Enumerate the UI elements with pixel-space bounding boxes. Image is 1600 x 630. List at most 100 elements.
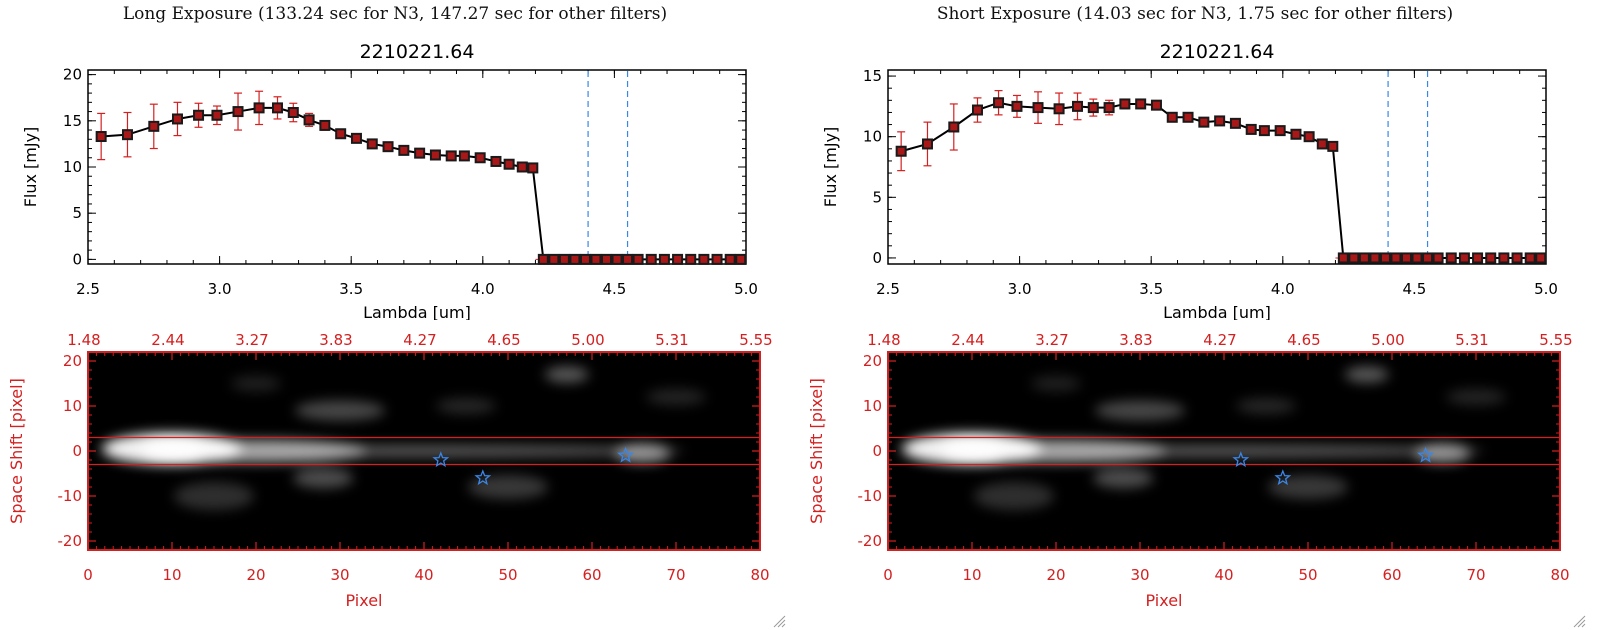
data-point xyxy=(724,253,736,265)
data-point xyxy=(1150,99,1162,111)
source-star-icon xyxy=(1274,469,1292,486)
top-tick-label: 4.65 xyxy=(1287,331,1320,349)
image-frame xyxy=(87,351,761,551)
data-point xyxy=(1198,116,1210,128)
data-point xyxy=(458,150,470,162)
top-tick-label: 3.83 xyxy=(319,331,352,349)
data-point xyxy=(1103,102,1115,114)
x-tick-label: 0 xyxy=(883,566,893,584)
data-point xyxy=(622,253,634,265)
image-background xyxy=(88,352,760,550)
y-tick-label: 10 xyxy=(63,397,82,415)
short-exposure-spectrum-chart: 2210221.64 2.5 3.0 3.5 4.0 4.5 5.0 0 5 10 15 Lambda… xyxy=(821,41,1558,320)
short-exposure-panel: Short Exposure (14.03 sec for N3, 1.75 s… xyxy=(800,0,1590,630)
y-tick-label: -20 xyxy=(858,532,883,550)
data-point xyxy=(1432,252,1444,264)
emission-blob xyxy=(102,432,242,465)
emission-blob xyxy=(1344,366,1389,383)
data-point xyxy=(698,253,710,265)
x-tick-label: 3.5 xyxy=(1139,280,1163,298)
data-point xyxy=(993,97,1005,109)
data-point xyxy=(1337,252,1349,264)
data-point xyxy=(1290,128,1302,140)
data-point xyxy=(1119,98,1131,110)
data-point xyxy=(601,253,613,265)
resize-grip-icon[interactable] xyxy=(1572,614,1586,628)
spectrum-line xyxy=(101,106,741,261)
data-point xyxy=(490,155,502,167)
data-point xyxy=(645,253,657,265)
x-tick-label: 5.0 xyxy=(734,280,758,298)
resize-grip-icon[interactable] xyxy=(772,614,786,628)
x-tick-label: 70 xyxy=(1466,566,1485,584)
y-tick-label: 5 xyxy=(72,204,82,222)
emission-blob xyxy=(974,482,1054,510)
data-point xyxy=(1053,103,1065,115)
data-point xyxy=(211,109,223,121)
data-point xyxy=(1182,111,1194,123)
emission-blob xyxy=(646,389,706,405)
x-tick-label: 2.5 xyxy=(876,280,900,298)
top-tick-label: 5.31 xyxy=(655,331,688,349)
source-core xyxy=(942,440,1002,457)
x-axis-label: Pixel xyxy=(345,591,382,610)
data-point xyxy=(1303,131,1315,143)
data-point xyxy=(414,147,426,159)
x-tick-label: 2.5 xyxy=(76,280,100,298)
top-tick-label: 5.00 xyxy=(571,331,604,349)
data-point xyxy=(121,129,133,141)
x-axis-label: Lambda [um] xyxy=(363,303,471,320)
x-tick-label: 20 xyxy=(246,566,265,584)
emission-blob xyxy=(902,432,1042,465)
y-tick-label: 20 xyxy=(863,352,882,370)
y-tick-label: 5 xyxy=(872,188,882,206)
long-exposure-spectrum-chart: 2210221.64 2.5 3.0 3.5 4.0 4.5 5.0 0 5 10 15 20 Lamb… xyxy=(21,41,758,320)
spectrum-title: 2210221.64 xyxy=(1160,41,1275,63)
y-axis-label: Flux [mJy] xyxy=(821,127,840,208)
data-point xyxy=(287,106,299,118)
top-tick-label: 1.48 xyxy=(67,331,100,349)
data-point xyxy=(527,162,539,174)
y-tick-label: 0 xyxy=(72,250,82,268)
data-point xyxy=(1401,252,1413,264)
short-exposure-title: Short Exposure (14.03 sec for N3, 1.75 s… xyxy=(936,4,1454,24)
data-point xyxy=(1072,100,1084,112)
data-point xyxy=(537,253,549,265)
data-point xyxy=(1358,252,1370,264)
data-point xyxy=(232,106,244,118)
top-tick-label: 4.65 xyxy=(487,331,520,349)
data-point xyxy=(685,253,697,265)
x-tick-label: 80 xyxy=(1550,566,1569,584)
y-tick-label: 0 xyxy=(72,442,82,460)
x-tick-label: 30 xyxy=(330,566,349,584)
x-tick-label: 70 xyxy=(666,566,685,584)
data-point xyxy=(1032,102,1044,114)
top-tick-label: 3.27 xyxy=(235,331,268,349)
x-tick-label: 4.5 xyxy=(602,280,626,298)
x-tick-label: 3.0 xyxy=(1008,280,1032,298)
y-tick-label: -20 xyxy=(58,532,83,550)
source-star-icon xyxy=(432,451,450,468)
emission-blob xyxy=(1446,389,1506,405)
top-tick-label: 5.55 xyxy=(1539,331,1572,349)
emission-blob xyxy=(946,439,1166,463)
data-point xyxy=(558,253,570,265)
data-point xyxy=(1524,252,1536,264)
data-point xyxy=(193,109,205,121)
emission-blob xyxy=(1236,398,1296,414)
top-tick-label: 4.27 xyxy=(403,331,436,349)
y-tick-label: 10 xyxy=(863,397,882,415)
emission-blob xyxy=(964,445,1484,457)
top-tick-label: 3.83 xyxy=(1119,331,1152,349)
top-tick-label: 1.48 xyxy=(867,331,900,349)
data-point xyxy=(503,158,515,170)
data-point xyxy=(579,253,591,265)
data-point xyxy=(590,253,602,265)
data-point xyxy=(445,150,457,162)
x-tick-label: 50 xyxy=(498,566,517,584)
y-tick-label: 20 xyxy=(63,352,82,370)
spectrum-title: 2210221.64 xyxy=(360,41,475,63)
data-point xyxy=(1245,123,1257,135)
data-point xyxy=(95,131,107,143)
data-point xyxy=(611,253,623,265)
